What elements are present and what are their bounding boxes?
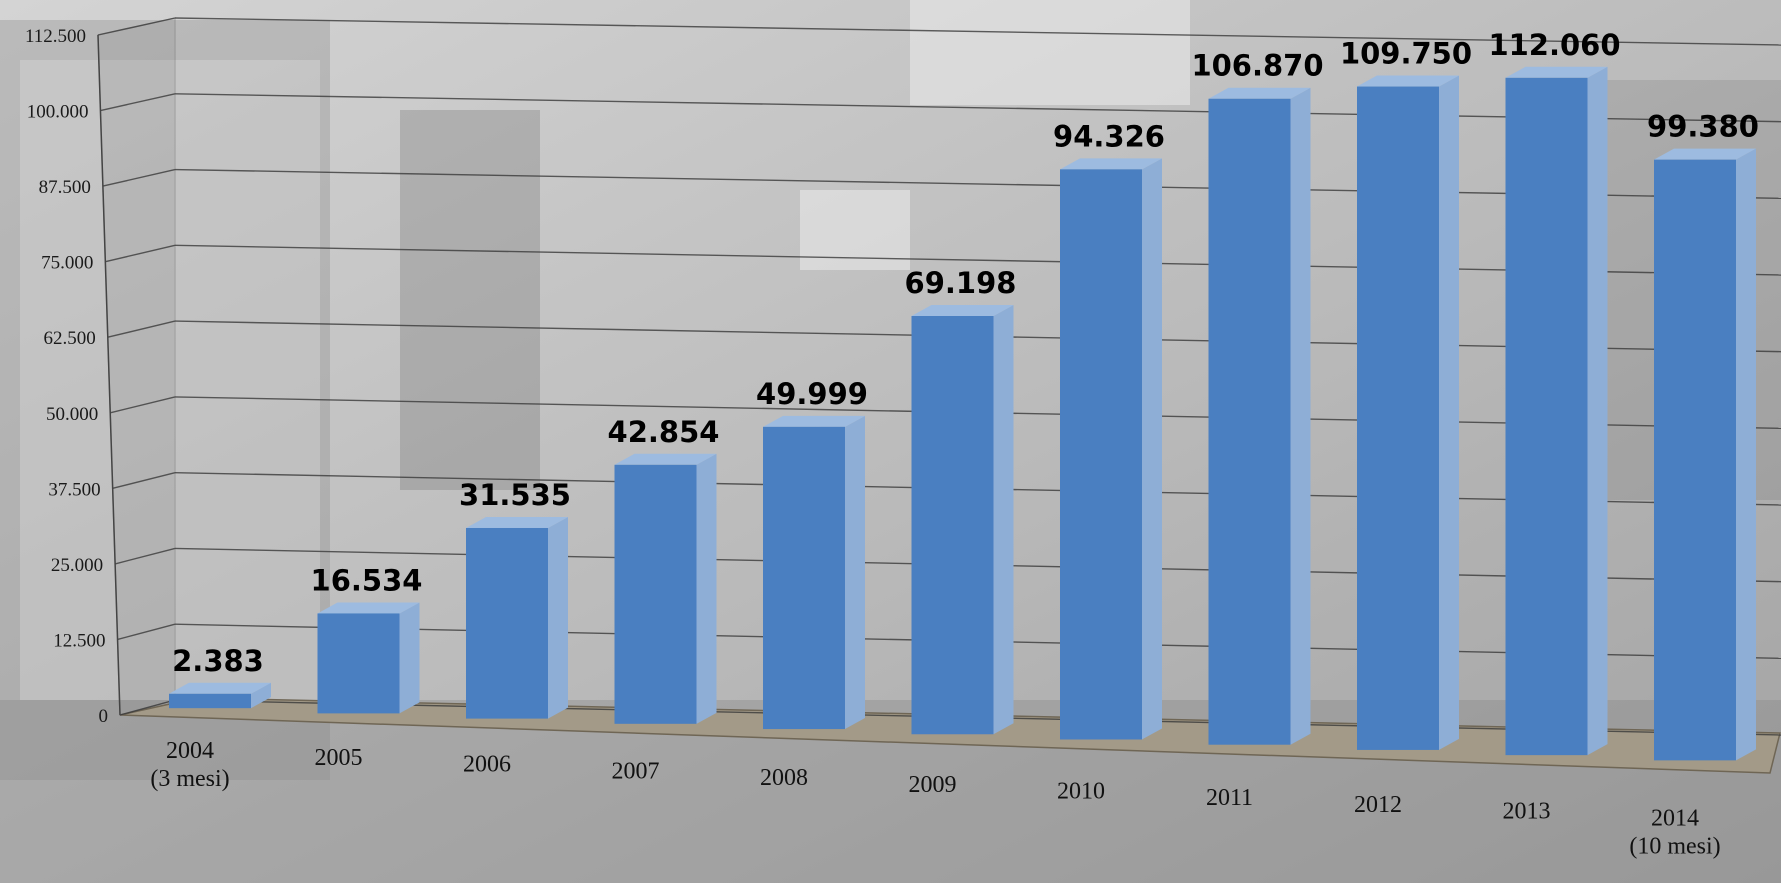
bar bbox=[1357, 86, 1439, 750]
x-tick-label: 2005 bbox=[315, 745, 363, 771]
bar-side bbox=[845, 415, 865, 730]
bar bbox=[1208, 98, 1291, 745]
bar-top bbox=[911, 305, 1014, 317]
data-label: 69.198 bbox=[905, 266, 1017, 300]
x-tick-label: (10 mesi) bbox=[1629, 833, 1720, 859]
bar-top bbox=[1060, 158, 1162, 170]
x-tick-label: 2012 bbox=[1354, 792, 1402, 818]
y-tick-label: 112.500 bbox=[25, 26, 86, 47]
y-axis bbox=[97, 34, 121, 716]
bar-side bbox=[548, 516, 568, 719]
bar-side bbox=[251, 682, 271, 709]
gridline-side bbox=[102, 168, 176, 187]
x-tick-label: 2010 bbox=[1057, 778, 1105, 804]
bar-top bbox=[1357, 75, 1459, 87]
x-tick-label: 2009 bbox=[909, 772, 957, 798]
y-tick-label: 25.000 bbox=[51, 555, 103, 576]
bar-side bbox=[1142, 158, 1162, 740]
data-label: 31.535 bbox=[459, 478, 571, 512]
bar-side bbox=[1439, 75, 1459, 750]
bar-top bbox=[169, 682, 271, 694]
y-tick-label: 100.000 bbox=[27, 102, 89, 123]
bar bbox=[466, 527, 548, 719]
bar bbox=[614, 464, 697, 724]
bar-top bbox=[1208, 87, 1311, 99]
bar-side bbox=[1587, 66, 1608, 756]
gridline-side bbox=[105, 244, 176, 263]
y-tick-label: 62.500 bbox=[44, 328, 96, 349]
data-label: 106.870 bbox=[1191, 49, 1323, 83]
gridline bbox=[174, 17, 1781, 46]
bar bbox=[1505, 77, 1588, 756]
bar bbox=[911, 316, 994, 735]
data-label: 49.999 bbox=[756, 377, 868, 411]
gridline-side bbox=[107, 320, 176, 338]
gridline-side bbox=[119, 699, 176, 716]
data-label: 42.854 bbox=[608, 415, 720, 449]
bar bbox=[763, 426, 845, 730]
gridline-side bbox=[110, 396, 176, 414]
gridline-side bbox=[112, 471, 176, 490]
data-label: 94.326 bbox=[1053, 119, 1165, 153]
x-tick-label: 2007 bbox=[612, 758, 660, 784]
x-tick-label: 2011 bbox=[1206, 785, 1253, 811]
data-label: 112.060 bbox=[1488, 28, 1620, 62]
bar-top bbox=[317, 602, 420, 614]
bar-top bbox=[763, 415, 865, 427]
gridline-side bbox=[100, 93, 176, 112]
bar-side bbox=[696, 453, 717, 724]
bar-top bbox=[1505, 66, 1608, 78]
bar bbox=[317, 613, 400, 714]
x-tick-label: 2006 bbox=[463, 752, 511, 778]
bar bbox=[1060, 169, 1142, 740]
bar-side bbox=[1736, 148, 1756, 761]
data-label: 2.383 bbox=[172, 644, 264, 678]
data-label: 99.380 bbox=[1647, 110, 1759, 144]
x-tick-label: 2004 bbox=[166, 738, 214, 764]
gridline-side bbox=[114, 547, 176, 565]
y-tick-label: 37.500 bbox=[48, 479, 100, 500]
y-tick-label: 87.500 bbox=[39, 177, 91, 198]
data-label: 109.750 bbox=[1340, 37, 1472, 71]
bar bbox=[169, 693, 251, 709]
x-tick-label: 2008 bbox=[760, 765, 808, 791]
y-tick-label: 0 bbox=[99, 706, 109, 727]
bar-top bbox=[614, 453, 717, 465]
x-tick-label: (3 mesi) bbox=[150, 766, 229, 792]
x-tick-label: 2013 bbox=[1503, 799, 1551, 825]
bar bbox=[1654, 159, 1736, 761]
bar-side bbox=[1290, 87, 1311, 745]
bar-top bbox=[466, 516, 568, 528]
gridline-side bbox=[97, 17, 176, 36]
gridline-side bbox=[117, 623, 176, 641]
y-tick-label: 75.000 bbox=[41, 253, 93, 274]
plot-area: 0 12.500 25.000 37.500 50.000 62.500 75.000 87.… bbox=[25, 17, 1781, 859]
bar-side bbox=[399, 602, 420, 714]
y-tick-label: 50.000 bbox=[46, 404, 98, 425]
data-label: 16.534 bbox=[311, 563, 423, 597]
bar-top bbox=[1654, 148, 1756, 160]
y-tick-label: 12.500 bbox=[53, 630, 105, 651]
x-tick-label: 2014 bbox=[1651, 805, 1699, 831]
bar-side bbox=[993, 305, 1014, 735]
